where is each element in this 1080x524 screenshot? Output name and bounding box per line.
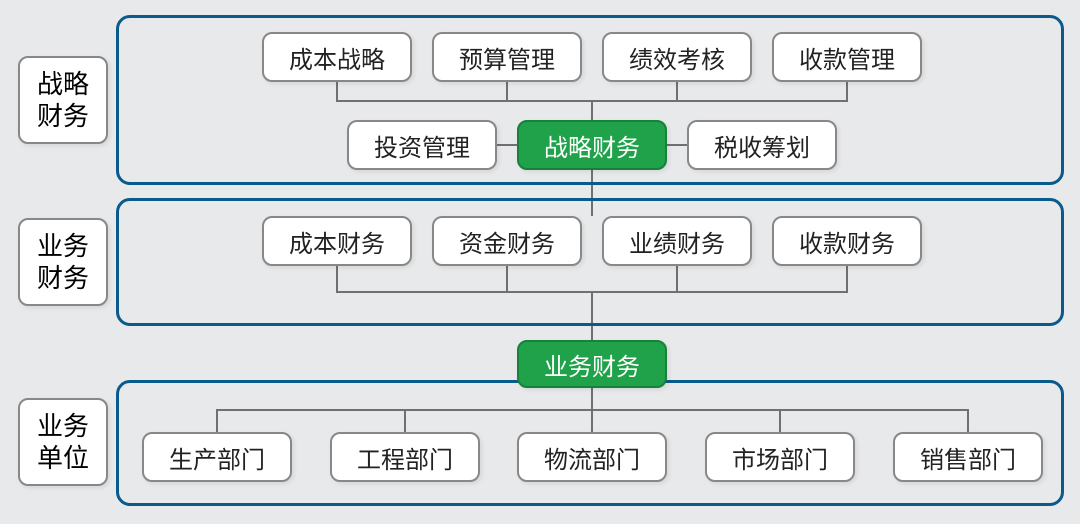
n-engineering: 工程部门 xyxy=(330,432,480,482)
lbl-strategy: 战略财务 xyxy=(18,56,108,144)
n-cost-fin: 成本财务 xyxy=(262,216,412,266)
lbl-business: 业务财务 xyxy=(18,218,108,306)
n-business-fin: 业务财务 xyxy=(517,340,667,388)
sec-business xyxy=(116,198,1064,326)
n-logistics: 物流部门 xyxy=(517,432,667,482)
n-receipt-mgmt: 收款管理 xyxy=(772,32,922,82)
n-tax: 税收筹划 xyxy=(687,120,837,170)
n-budget: 预算管理 xyxy=(432,32,582,82)
n-strategy-fin: 战略财务 xyxy=(517,120,667,170)
n-sales: 销售部门 xyxy=(893,432,1043,482)
lbl-unit: 业务单位 xyxy=(18,398,108,486)
n-receipt-fin: 收款财务 xyxy=(772,216,922,266)
n-marketing: 市场部门 xyxy=(705,432,855,482)
n-performance: 绩效考核 xyxy=(602,32,752,82)
n-perf-fin: 业绩财务 xyxy=(602,216,752,266)
n-fund-fin: 资金财务 xyxy=(432,216,582,266)
n-investment: 投资管理 xyxy=(347,120,497,170)
n-production: 生产部门 xyxy=(142,432,292,482)
n-cost-strategy: 成本战略 xyxy=(262,32,412,82)
